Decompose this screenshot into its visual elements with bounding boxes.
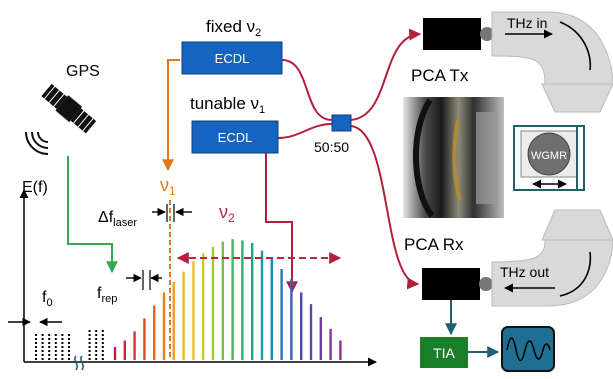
resonator-photo [403, 97, 504, 218]
thz-out-label: THz out [500, 264, 549, 280]
axis-break [74, 355, 84, 371]
tia-label: TIA [433, 345, 455, 361]
thz-waveguide [491, 11, 613, 307]
tunable-ecdl-box [191, 120, 279, 154]
oscilloscope [501, 326, 555, 372]
tia-box [420, 337, 468, 368]
fixed-laser-label: fixed ν2 [206, 17, 261, 39]
wgmr-label: WGMR [531, 150, 567, 162]
f0-label: f0 [42, 289, 53, 309]
gps-reference-line [67, 156, 118, 274]
nu1-label: ν1 [160, 175, 176, 198]
tunable-ecdl-label: ECDL [218, 130, 253, 145]
oscilloscope-trace [506, 337, 551, 362]
comb-lines [35, 239, 342, 360]
nu2-beam-line [265, 152, 298, 294]
fixed-ecdl-box [181, 41, 283, 75]
pca-tx-label: PCA Tx [411, 66, 469, 85]
delta-f-laser-label: Δflaser [98, 209, 137, 229]
fiber-paths [277, 28, 422, 290]
pca-tx-box [423, 18, 481, 50]
tunable-laser-label: tunable ν1 [190, 94, 265, 116]
pca-rx-box [422, 268, 480, 300]
satellite-icon [41, 83, 97, 134]
nu2-label: ν2 [219, 202, 235, 225]
thz-in-label: THz in [507, 15, 547, 31]
ef-label: E(f) [22, 179, 48, 196]
gps-satellite: GPS [25, 63, 100, 155]
coupler-label: 50:50 [314, 139, 349, 155]
wgmr-disk [527, 132, 571, 176]
pca-tx-lens [480, 27, 494, 41]
frep-label: frep [97, 285, 117, 305]
fiber-coupler [331, 114, 352, 132]
fixed-ecdl-label: ECDL [215, 51, 250, 66]
spectrum-plot: E(f) [19, 179, 377, 371]
gps-label: GPS [66, 63, 100, 80]
nu1-beam-line [162, 59, 180, 172]
pca-rx-label: PCA Rx [404, 235, 464, 254]
pca-rx-lens [479, 277, 493, 291]
